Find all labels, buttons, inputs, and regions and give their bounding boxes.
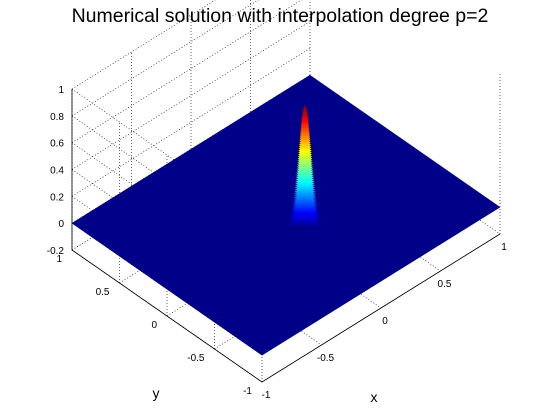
surface-peak-slice bbox=[298, 145, 312, 149]
surface-peak-slice bbox=[292, 203, 318, 206]
surface-peak-slice bbox=[292, 205, 318, 209]
surface-peak-slice bbox=[302, 114, 308, 118]
z-tick-label: 0.2 bbox=[50, 192, 64, 203]
surface-peak-slice bbox=[301, 121, 309, 124]
surface-peak-slice bbox=[294, 191, 316, 194]
surface-peak-slice bbox=[299, 133, 311, 137]
y-axis-label: y bbox=[153, 385, 160, 401]
x-tick-label: 1 bbox=[501, 242, 507, 253]
surface-peak-slice bbox=[299, 137, 311, 141]
z-tick-label: 0.6 bbox=[50, 139, 64, 150]
y-tick-label: 1 bbox=[56, 254, 62, 265]
surface-peak-slice bbox=[298, 149, 312, 153]
z-tick-label: 0.4 bbox=[50, 166, 64, 177]
surface-peak-slice bbox=[294, 186, 316, 190]
surface-peak-slice bbox=[295, 174, 315, 178]
surface-peak-slice bbox=[288, 221, 322, 225]
surface-peak-slice bbox=[298, 151, 312, 155]
surface-peak-slice bbox=[302, 110, 308, 114]
y-tick-label: -0.5 bbox=[187, 353, 205, 364]
surface-peak-slice bbox=[294, 184, 316, 188]
x-tick-label: 0.5 bbox=[438, 279, 452, 290]
surface-peak-slice bbox=[300, 123, 310, 126]
surface-peak-slice bbox=[294, 189, 316, 192]
surface-peak-slice bbox=[292, 201, 318, 204]
x-tick-label: -1 bbox=[262, 390, 271, 401]
tick-labels: -0.2 0 0.2 0.4 0.6 0.8 1 -1 -0.5 0 0.5 1 -1 -0.5 0 0.5 1 bbox=[47, 85, 507, 401]
surface-peak-slice bbox=[293, 197, 317, 200]
surface-peak-slice bbox=[304, 104, 306, 108]
surface-peak-slice bbox=[300, 131, 310, 134]
surface-peak-slice bbox=[296, 172, 314, 176]
x-tick-label: 0 bbox=[382, 316, 388, 327]
surface-peak-slice bbox=[291, 209, 319, 213]
surface-peak-slice bbox=[301, 117, 309, 120]
z-tick-label: 0 bbox=[58, 219, 64, 230]
surface-peak-slice bbox=[301, 119, 309, 122]
y-tick-label: 0 bbox=[151, 320, 157, 331]
surface-base bbox=[71, 74, 501, 356]
x-axis-label: x bbox=[371, 389, 378, 405]
chart-title: Numerical solution with interpolation de… bbox=[72, 5, 489, 27]
surface-peak-slice bbox=[300, 127, 310, 130]
surface-peak-slice bbox=[297, 164, 313, 167]
surface-peak-slice bbox=[293, 195, 317, 198]
surface-peak-slice bbox=[299, 139, 311, 143]
surface-peak-slice bbox=[297, 162, 313, 165]
surface-peak-slice bbox=[297, 156, 313, 159]
surface-peak-slice bbox=[297, 154, 313, 157]
surface-peak-slice bbox=[298, 147, 312, 151]
surface-peak-slice bbox=[291, 207, 319, 211]
surface-peak-slice bbox=[286, 226, 324, 229]
axis-line bbox=[71, 249, 263, 383]
surface-peak-slice bbox=[296, 168, 314, 172]
surface-peak-slice bbox=[299, 141, 311, 145]
surface-peak-slice bbox=[294, 193, 316, 196]
axis-line bbox=[261, 233, 501, 383]
surface-peak-slice bbox=[295, 178, 315, 182]
z-tick-label: 0.8 bbox=[50, 112, 64, 123]
surface-peak-slice bbox=[303, 108, 307, 112]
surface-peak-slice bbox=[302, 112, 308, 116]
y-tick-label: 0.5 bbox=[96, 287, 110, 298]
surface-peak-slice bbox=[298, 143, 312, 147]
surface-peak-slice bbox=[291, 213, 319, 217]
surface-peak-slice bbox=[299, 135, 311, 139]
surface-peak-slice bbox=[297, 160, 313, 163]
surface-peak-slice bbox=[297, 158, 313, 161]
surface-peak-slice bbox=[287, 224, 323, 227]
surface-peak-slice bbox=[296, 170, 314, 174]
surface-peak-slice bbox=[303, 106, 307, 110]
surface-peak-slice bbox=[290, 215, 320, 219]
surface-peak-slice bbox=[295, 182, 315, 186]
surface-peak-slice bbox=[300, 125, 310, 128]
surface-peak-slice bbox=[296, 166, 314, 169]
surface-peak-slice bbox=[295, 180, 315, 184]
z-tick-label: -0.2 bbox=[47, 246, 65, 257]
surface-peak-slice bbox=[300, 129, 310, 132]
x-tick-label: -0.5 bbox=[317, 353, 335, 364]
surface-peak-slice bbox=[293, 199, 317, 202]
surface-peak-slice bbox=[291, 211, 319, 215]
y-tick-label: -1 bbox=[243, 386, 252, 397]
surface-peak-slice bbox=[295, 176, 315, 180]
surface-peak-slice bbox=[290, 217, 320, 221]
surface-peak-slice bbox=[289, 219, 321, 223]
z-tick-label: 1 bbox=[58, 85, 64, 96]
surface-plot bbox=[71, 74, 501, 356]
